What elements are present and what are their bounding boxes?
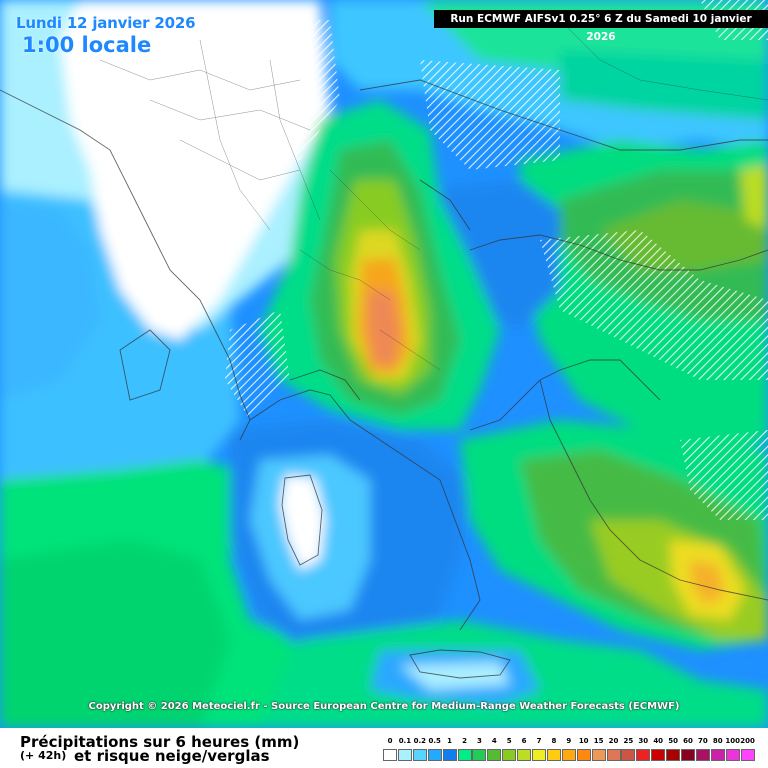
legend-swatch (546, 749, 561, 761)
legend-label: 100 (725, 737, 740, 745)
legend-swatch (383, 749, 397, 761)
legend-swatch (442, 749, 457, 761)
legend-swatch (725, 749, 740, 761)
legend-swatch (427, 749, 442, 761)
forecast-offset: (+ 42h) (20, 749, 67, 762)
legend-label: 10 (578, 737, 589, 745)
legend-swatch (695, 749, 710, 761)
legend-label: 5 (506, 737, 512, 745)
precip-fields (0, 0, 768, 728)
legend-label: 60 (683, 737, 693, 745)
legend-swatch (457, 749, 472, 761)
legend-label: 80 (712, 737, 723, 745)
legend-swatch (621, 749, 636, 761)
legend-label: 0 (387, 737, 393, 745)
footer-title: Précipitations sur 6 heures (mm) (20, 733, 300, 751)
legend-swatch (666, 749, 681, 761)
legend-label: 50 (668, 737, 678, 745)
legend-swatch (412, 749, 427, 761)
forecast-date: Lundi 12 janvier 2026 (16, 14, 196, 32)
legend-label: 40 (653, 737, 664, 745)
legend-swatch (636, 749, 651, 761)
footer: Précipitations sur 6 heures (mm) (+ 42h)… (0, 728, 768, 768)
legend-label: 0.5 (428, 737, 441, 745)
legend-swatch (740, 749, 755, 761)
legend-swatch (651, 749, 666, 761)
coastlines (0, 79, 768, 679)
legend-label: 30 (638, 737, 649, 745)
color-legend: 0 0.1 0.2 0.5 1 2 3 4 5 6 7 8 9 10 15 20 25 30 40 50 60 70 80 1… (383, 737, 755, 765)
legend-swatch (502, 749, 517, 761)
legend-swatch (591, 749, 606, 761)
legend-label: 15 (593, 737, 604, 745)
legend-swatch (397, 749, 412, 761)
footer-subtitle: et risque neige/verglas (74, 747, 270, 765)
legend-label: 20 (608, 737, 619, 745)
legend-label: 9 (566, 737, 572, 745)
legend-swatch (487, 749, 502, 761)
legend-label: 3 (476, 737, 482, 745)
legend-swatch (710, 749, 725, 761)
legend-swatch (561, 749, 576, 761)
legend-label: 0.1 (398, 737, 412, 745)
legend-swatch (532, 749, 546, 761)
legend-swatch (606, 749, 621, 761)
legend-label: 1 (447, 737, 453, 745)
run-banner: Run ECMWF AIFSv1 0.25° 6 Z du Samedi 10 … (434, 10, 768, 43)
legend-label: 200 (740, 737, 755, 745)
borders (99, 19, 768, 371)
copyright-text: Copyright © 2026 Meteociel.fr - Source E… (88, 701, 680, 712)
legend-swatch (576, 749, 591, 761)
legend-label: 0.2 (413, 737, 426, 745)
forecast-time: 1:00 locale (22, 33, 152, 57)
legend-swatch (681, 749, 695, 761)
legend-label: 8 (551, 737, 557, 745)
legend-label: 4 (491, 737, 497, 745)
legend-label: 6 (521, 737, 527, 745)
legend-label: 2 (462, 737, 467, 745)
legend-label: 7 (536, 737, 542, 745)
legend-swatch (472, 749, 487, 761)
precipitation-map (0, 0, 768, 728)
map-canvas (0, 0, 768, 728)
legend-swatch (517, 749, 532, 761)
legend-label: 25 (623, 737, 634, 745)
legend-label: 70 (698, 737, 708, 745)
